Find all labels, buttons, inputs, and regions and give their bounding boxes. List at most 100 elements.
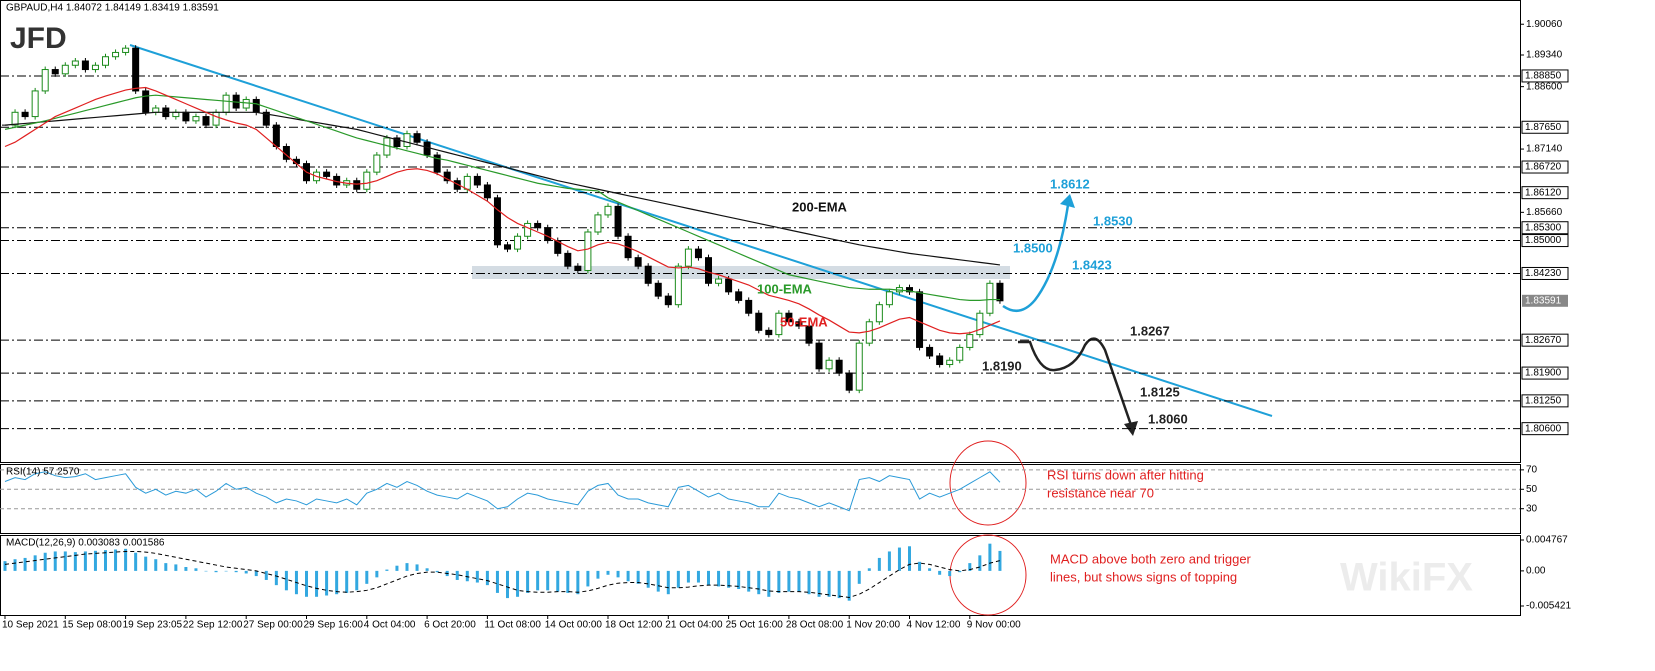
x-tick-label: 9 Nov 00:00 [967, 620, 1021, 631]
macd-bar [83, 551, 87, 571]
macd-bar [254, 570, 258, 577]
level-label: 1.81900 [1525, 368, 1562, 379]
candle [524, 222, 532, 237]
macd-bar [63, 551, 67, 571]
annotation: 1.8125 [1140, 384, 1180, 399]
y-tick-label: 0.004767 [1526, 535, 1568, 546]
macd-bar [325, 570, 329, 596]
level-label: 1.85300 [1525, 222, 1562, 233]
x-tick-label: 4 Nov 12:00 [907, 620, 961, 631]
candle [514, 235, 522, 250]
macd-bar [264, 570, 268, 580]
macd-bar [757, 570, 761, 595]
macd-bar [887, 551, 891, 571]
candle [644, 265, 652, 284]
x-tick-label: 11 Oct 08:00 [484, 620, 541, 631]
candle [705, 257, 712, 284]
level-label-box [1521, 234, 1569, 248]
level-label: 1.81250 [1525, 396, 1562, 407]
macd-bar [536, 570, 540, 591]
macd-bar [897, 547, 901, 571]
level-label: 1.85000 [1525, 235, 1562, 246]
macd-bar [345, 570, 349, 593]
note: lines, but shows signs of topping [1050, 569, 1237, 584]
chart-header: GBPAUD,H4 1.84072 1.84149 1.83419 1.8359… [6, 3, 219, 14]
candle [906, 287, 913, 293]
macd-bar [767, 570, 771, 597]
macd-bar [234, 570, 238, 573]
macd-bar [315, 570, 319, 597]
candle [946, 359, 954, 366]
macd-bar [867, 568, 871, 571]
x-tick-label: 1 Nov 20:00 [846, 620, 900, 631]
level-label: 1.86120 [1525, 187, 1562, 198]
candle [51, 69, 59, 75]
x-tick-label: 14 Oct 00:00 [545, 620, 603, 631]
candle [875, 304, 883, 323]
candle [684, 248, 692, 267]
candle [202, 116, 210, 126]
candle [373, 154, 381, 173]
macd-bar [566, 570, 570, 593]
level-label-box [1521, 221, 1569, 235]
candle [363, 171, 371, 190]
y-tick-label: 30 [1526, 503, 1538, 514]
macd-bar [375, 570, 379, 578]
candle [916, 291, 924, 348]
candle [242, 98, 250, 109]
annotation: 200-EMA [792, 199, 848, 214]
x-tick-label: 25 Oct 16:00 [726, 620, 784, 631]
candle [393, 137, 401, 147]
candle [252, 98, 260, 113]
macd-bar [224, 570, 228, 572]
macd-bar [174, 564, 178, 571]
note: resistance near 70 [1047, 485, 1154, 500]
macd-bar [556, 570, 560, 592]
macd-bar [747, 570, 751, 592]
candle [986, 282, 994, 314]
candle [976, 312, 984, 336]
candle [936, 355, 944, 366]
candle [614, 205, 622, 237]
last-price-label: 1.83591 [1525, 295, 1562, 306]
macd-bar [847, 570, 851, 601]
annotation: 1.8530 [1093, 213, 1133, 228]
candle [473, 175, 481, 186]
macd-bar [214, 570, 218, 573]
candle [463, 175, 471, 190]
macd-bar [435, 570, 439, 573]
rsi-line [4, 471, 1001, 512]
macd-bar [284, 570, 288, 591]
level-label: 1.87650 [1525, 122, 1562, 133]
candle [413, 133, 421, 143]
candle [443, 171, 451, 182]
macd-bar [616, 570, 620, 578]
macd-bar [53, 551, 57, 571]
x-tick-label: 29 Sep 16:00 [304, 620, 364, 631]
y-tick-label: 0.00 [1526, 566, 1546, 577]
macd-bar [817, 570, 821, 597]
candle [865, 321, 873, 344]
watermark: WikiFX [1340, 556, 1473, 600]
macd-bar [274, 570, 278, 586]
candle [81, 60, 89, 71]
trend-line [129, 44, 1273, 417]
macd-bar [646, 570, 650, 588]
x-tick-label: 6 Oct 20:00 [424, 620, 476, 631]
annotation: 1.8423 [1072, 257, 1112, 272]
macd-bar [998, 550, 1002, 571]
candle [775, 312, 783, 336]
macd-bar [114, 549, 118, 571]
signal-line [4, 550, 1001, 598]
macd-bar [988, 543, 992, 571]
candle [102, 56, 109, 66]
macd-bar [244, 570, 248, 574]
macd-bar [707, 570, 710, 586]
candle [584, 231, 592, 271]
level-label-box [1521, 160, 1569, 174]
candle [735, 291, 743, 301]
macd-bar [23, 557, 27, 571]
macd-bar [546, 570, 550, 591]
candle [493, 197, 501, 246]
candle [323, 171, 331, 177]
